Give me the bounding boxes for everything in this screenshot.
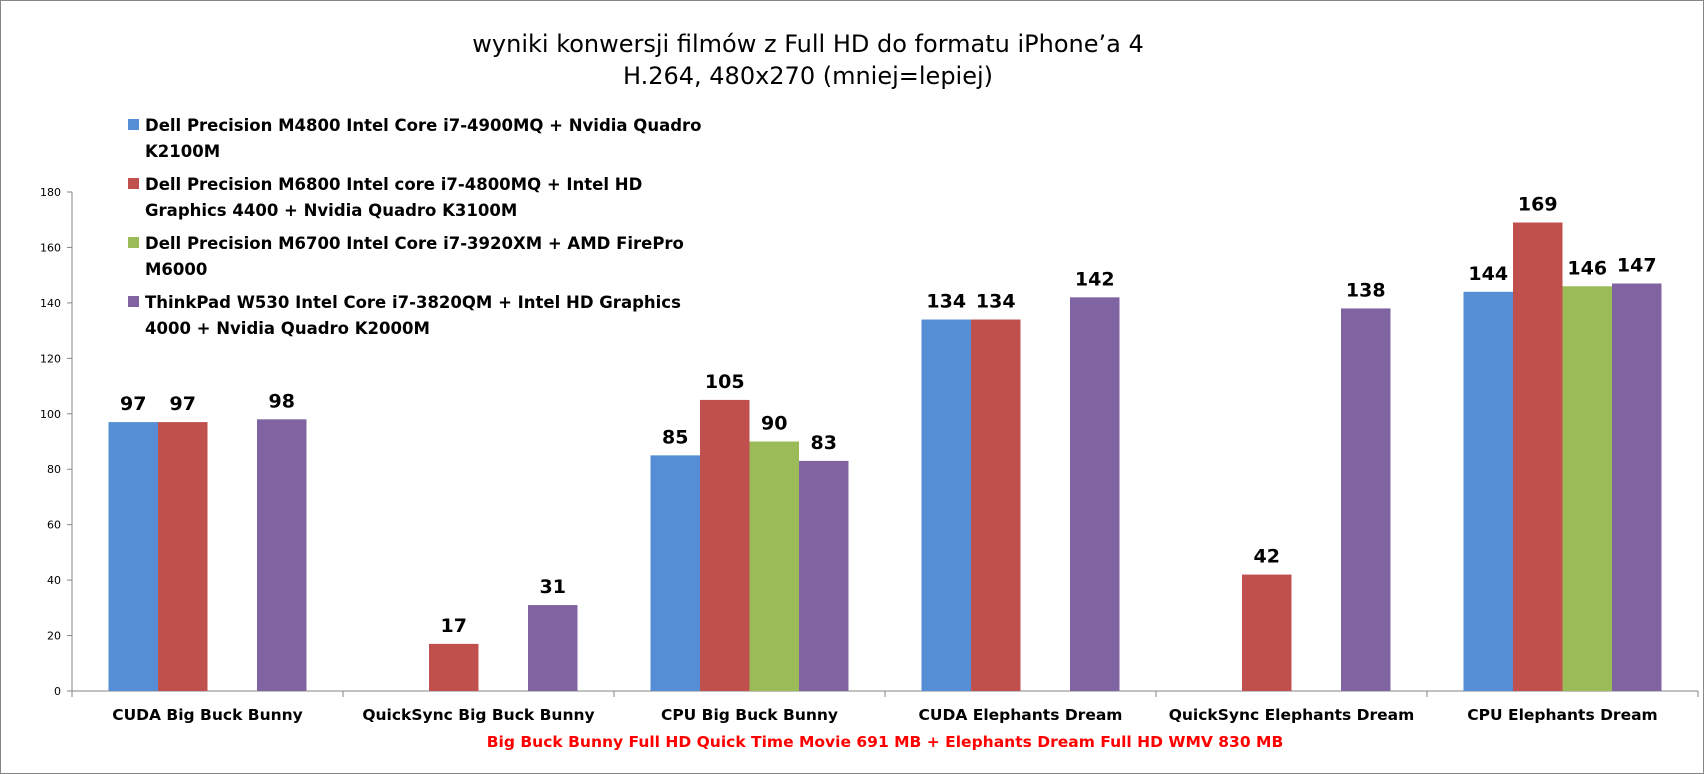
- y-axis: 0 20 40 60 80 100 120 140 160 180: [40, 186, 73, 698]
- bars: [108, 222, 1662, 691]
- bar: [1242, 574, 1292, 691]
- bar: [1341, 308, 1391, 691]
- legend-label: 4000 + Nvidia Quadro K2000M: [145, 319, 430, 338]
- legend-swatch: [128, 237, 139, 248]
- bar: [1463, 291, 1513, 691]
- legend-item: Dell Precision M6800 Intel core i7-4800M…: [128, 175, 642, 220]
- y-tick-label: 0: [54, 685, 61, 698]
- data-labels: 97 97 98 17 31 85 105 90 83 134 134 142 42 138 144 169 1…: [120, 193, 1657, 636]
- data-label: 83: [811, 432, 837, 454]
- bar: [971, 319, 1021, 691]
- legend-swatch: [128, 119, 139, 130]
- data-label: 42: [1254, 546, 1280, 568]
- legend-label: Dell Precision M6700 Intel Core i7-3920X…: [145, 234, 684, 253]
- bar: [700, 399, 750, 691]
- data-label: 142: [1075, 268, 1115, 290]
- bar: [650, 455, 700, 691]
- bar: [1070, 297, 1120, 691]
- bar: [1612, 283, 1662, 691]
- legend-label: K2100M: [145, 142, 220, 161]
- category-label: CUDA Big Buck Bunny: [112, 706, 303, 724]
- category-label: CPU Big Buck Bunny: [661, 706, 838, 724]
- legend-item: Dell Precision M6700 Intel Core i7-3920X…: [128, 234, 684, 279]
- data-label: 146: [1567, 257, 1607, 279]
- y-tick-label: 160: [40, 241, 61, 254]
- data-label: 138: [1346, 279, 1386, 301]
- data-label: 98: [269, 390, 295, 412]
- legend-item: Dell Precision M4800 Intel Core i7-4900M…: [128, 116, 702, 161]
- x-axis: CUDA Big Buck Bunny QuickSync Big Buck Bu…: [71, 690, 1699, 724]
- category-label: QuickSync Big Buck Bunny: [362, 706, 594, 724]
- y-tick-label: 180: [40, 186, 61, 199]
- y-tick-label: 40: [47, 574, 61, 587]
- category-label: QuickSync Elephants Dream: [1169, 706, 1415, 724]
- data-label: 147: [1617, 254, 1657, 276]
- bar: [1562, 286, 1612, 691]
- category-label: CPU Elephants Dream: [1467, 706, 1657, 724]
- data-label: 105: [705, 371, 745, 393]
- data-label: 97: [120, 393, 146, 415]
- data-label: 144: [1468, 263, 1508, 285]
- legend-label: Graphics 4400 + Nvidia Quadro K3100M: [145, 201, 517, 220]
- legend-swatch: [128, 296, 139, 307]
- legend-label: Dell Precision M6800 Intel core i7-4800M…: [145, 175, 642, 194]
- data-label: 90: [761, 413, 787, 435]
- chart-subtitle: H.264, 480x270 (mniej=lepiej): [623, 62, 993, 90]
- data-label: 134: [976, 291, 1016, 313]
- data-label: 31: [540, 576, 566, 598]
- y-tick-label: 120: [40, 352, 61, 365]
- bar: [1513, 222, 1563, 691]
- y-tick-label: 80: [47, 463, 61, 476]
- data-label: 17: [441, 615, 467, 637]
- data-label: 169: [1518, 193, 1558, 215]
- legend-label: M6000: [145, 260, 207, 279]
- y-tick-label: 60: [47, 519, 61, 532]
- bar: [108, 422, 158, 691]
- data-label: 85: [662, 426, 688, 448]
- y-tick-label: 20: [47, 630, 61, 643]
- y-tick-label: 100: [40, 408, 61, 421]
- bar: [257, 419, 307, 691]
- legend: Dell Precision M4800 Intel Core i7-4900M…: [128, 116, 702, 338]
- bar: [528, 605, 578, 691]
- bar: [158, 422, 208, 691]
- category-label: CUDA Elephants Dream: [919, 706, 1123, 724]
- x-axis-title: Big Buck Bunny Full HD Quick Time Movie …: [487, 733, 1284, 751]
- legend-swatch: [128, 178, 139, 189]
- y-tick-label: 140: [40, 297, 61, 310]
- legend-label: Dell Precision M4800 Intel Core i7-4900M…: [145, 116, 702, 135]
- bar: [429, 643, 479, 691]
- data-label: 97: [170, 393, 196, 415]
- legend-label: ThinkPad W530 Intel Core i7-3820QM + Int…: [145, 293, 681, 312]
- data-label: 134: [926, 291, 966, 313]
- legend-item: ThinkPad W530 Intel Core i7-3820QM + Int…: [128, 293, 681, 338]
- chart-title: wyniki konwersji filmów z Full HD do for…: [472, 30, 1143, 58]
- bar: [749, 441, 799, 691]
- bar: [799, 460, 849, 691]
- bar: [921, 319, 971, 691]
